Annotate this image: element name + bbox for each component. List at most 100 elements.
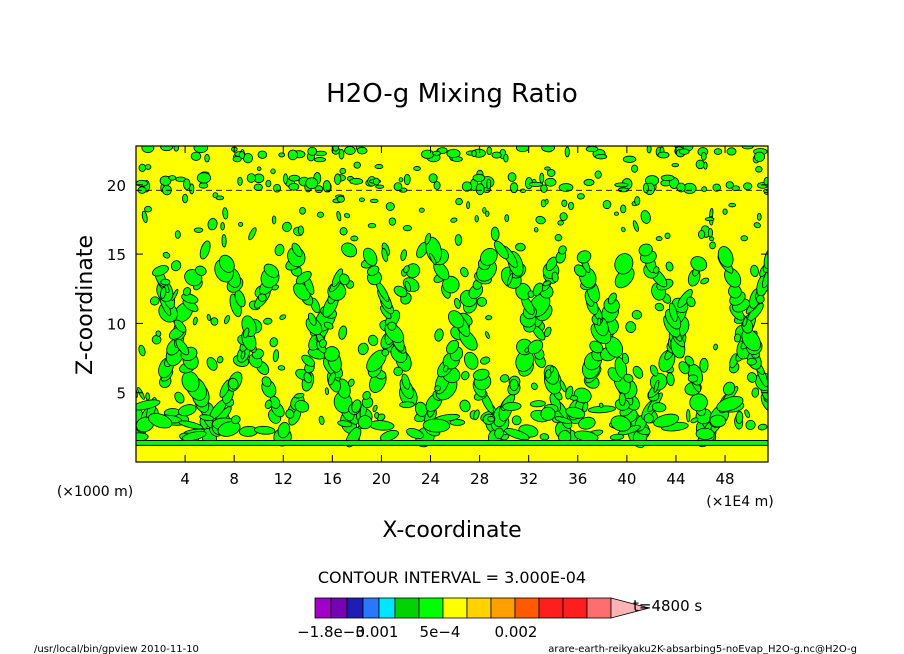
field-patch (527, 339, 544, 355)
field-patch (219, 254, 235, 273)
x-unit-left: (×1000 m) (57, 484, 133, 500)
x-tick-label: 4 (180, 470, 190, 488)
field-patch (756, 212, 762, 221)
field-patch (459, 399, 471, 413)
field-patch (190, 151, 202, 161)
colorbar-extend-arrow (610, 597, 651, 619)
field-patch (750, 264, 759, 278)
chart-title: H2O-g Mixing Ratio (326, 79, 578, 109)
field-patch (299, 206, 306, 215)
field-patch (368, 334, 379, 346)
field-patch (254, 425, 276, 435)
field-patch (668, 302, 678, 322)
field-patch (221, 234, 227, 248)
field-patch (784, 381, 813, 410)
field-patch (632, 365, 644, 379)
field-patch (767, 406, 790, 427)
field-patch (577, 193, 585, 200)
field-patch (480, 356, 491, 365)
field-patch (614, 253, 634, 275)
field-patch (831, 262, 851, 280)
field-patch (344, 146, 356, 155)
field-patch (357, 415, 373, 430)
field-patch (499, 374, 510, 383)
field-patch (540, 406, 556, 421)
field-patch (173, 146, 179, 152)
field-patch (735, 411, 744, 424)
field-patch (269, 337, 279, 348)
field-patch (144, 164, 152, 170)
field-patch (559, 380, 567, 393)
field-patch (253, 183, 263, 191)
field-patch (240, 350, 246, 360)
field-patch (339, 227, 348, 236)
plot-frame (135, 145, 769, 463)
field-patch (487, 416, 495, 422)
field-patch (620, 226, 626, 233)
field-patch (194, 265, 207, 276)
field-patch (379, 429, 399, 442)
field-patch (794, 372, 807, 391)
field-patch (535, 215, 546, 225)
field-patch (651, 402, 667, 413)
field-patch (228, 377, 239, 390)
field-patch (544, 198, 549, 205)
field-patch (726, 147, 737, 156)
field-patch (755, 294, 765, 304)
field-patch (712, 183, 721, 192)
field-patch (713, 148, 723, 155)
field-patch (649, 364, 659, 377)
field-patch (256, 166, 262, 172)
field-patch (237, 176, 243, 186)
field-patch (671, 162, 679, 168)
field-patch (271, 284, 280, 291)
field-patch (582, 401, 589, 413)
field-patch (404, 280, 412, 293)
field-patch (542, 280, 552, 287)
field-patch (282, 221, 292, 232)
colorbar (314, 597, 651, 619)
field-patch (178, 420, 204, 430)
field-patch (755, 166, 763, 173)
field-patch (654, 302, 665, 312)
field-patch (327, 372, 336, 386)
field-patch (686, 408, 691, 423)
field-patch (372, 404, 378, 413)
field-patch (578, 416, 596, 430)
field-patch (838, 248, 856, 266)
field-patch (398, 177, 404, 183)
field-patch (544, 166, 551, 171)
field-patch (434, 328, 444, 342)
field-patch (753, 222, 761, 229)
field-patch (193, 146, 209, 154)
field-patch (314, 185, 324, 194)
field-patch (318, 415, 325, 425)
colorbar-label: 5e−4 (420, 623, 461, 641)
field-patch (660, 174, 675, 182)
field-patch (473, 409, 480, 421)
field-patch (480, 247, 498, 266)
field-patch (625, 321, 637, 333)
field-patch (704, 217, 715, 222)
field-patch (485, 315, 493, 321)
x-tick-label: 16 (323, 470, 342, 488)
field-patch (297, 225, 304, 236)
field-patch (138, 163, 147, 172)
field-patch (666, 372, 675, 387)
field-patch (388, 217, 397, 226)
field-patch (106, 345, 122, 362)
colorbar-swatch (538, 597, 564, 619)
colorbar-swatch (314, 597, 332, 619)
bottom-band (136, 440, 768, 446)
field-patch (181, 293, 199, 304)
field-patch (199, 240, 211, 260)
field-patch (356, 146, 368, 155)
field-patch (699, 357, 709, 373)
field-patch (100, 336, 121, 359)
field-patch (828, 274, 849, 294)
x-tick-label: 40 (617, 470, 636, 488)
field-patch (285, 409, 295, 419)
field-patch (532, 282, 544, 297)
field-patch (471, 149, 477, 158)
